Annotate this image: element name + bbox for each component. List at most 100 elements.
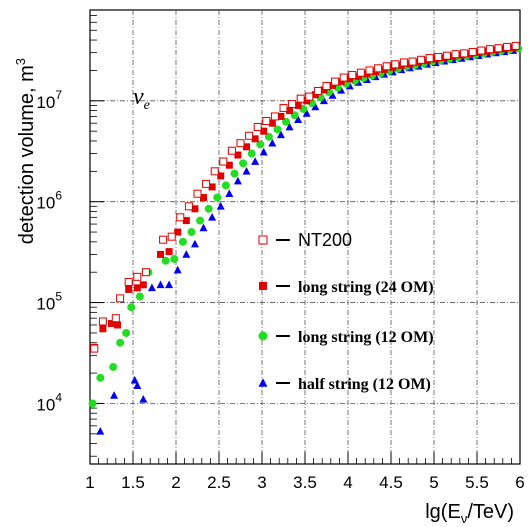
data-point xyxy=(165,248,173,256)
x-tick-labels: 1 1.5 2 2.5 3 3.5 4 4.5 5 5.5 6 xyxy=(85,473,524,492)
data-point xyxy=(251,157,260,165)
data-point xyxy=(311,102,320,111)
data-point xyxy=(204,204,213,213)
x-tick-label: 3 xyxy=(257,473,266,492)
data-point xyxy=(127,303,136,312)
series-open-square xyxy=(90,41,520,353)
data-point xyxy=(147,283,156,292)
data-point xyxy=(196,216,205,225)
data-point xyxy=(477,46,486,55)
data-point xyxy=(187,228,196,237)
legend-label: long string (12 OM) xyxy=(298,329,434,346)
y-tick-label: 106 xyxy=(36,189,62,213)
data-point xyxy=(88,399,97,408)
y-tick-label: 107 xyxy=(36,88,62,112)
data-point xyxy=(193,189,202,198)
y-tick-base: 10 xyxy=(36,395,55,414)
data-point xyxy=(233,176,242,185)
nu-symbol: ν xyxy=(133,84,144,110)
data-point xyxy=(96,373,105,382)
data-point xyxy=(268,119,276,127)
data-point xyxy=(200,194,208,202)
data-point xyxy=(202,179,211,188)
data-point xyxy=(221,181,230,190)
data-point xyxy=(313,87,322,96)
data-point xyxy=(182,217,190,225)
y-tick-exponent: 4 xyxy=(55,390,62,404)
data-point xyxy=(365,66,374,75)
data-point xyxy=(176,213,185,222)
data-point xyxy=(111,314,120,323)
data-point xyxy=(208,183,216,191)
legend-label: long string (24 OM) xyxy=(298,279,434,296)
x-tick-label: 5 xyxy=(429,473,438,492)
data-point xyxy=(337,78,345,86)
data-point xyxy=(135,292,144,301)
data-point xyxy=(96,426,105,435)
data-point xyxy=(133,272,142,281)
data-point xyxy=(417,55,426,64)
data-point xyxy=(260,127,268,135)
data-point xyxy=(216,201,225,210)
x-tick-label: 3.5 xyxy=(293,473,317,492)
data-point xyxy=(305,92,314,101)
y-tick-base: 10 xyxy=(36,295,55,314)
data-point xyxy=(124,277,133,286)
data-point xyxy=(125,285,133,293)
data-point xyxy=(276,130,285,139)
data-point xyxy=(294,115,303,123)
legend-marker xyxy=(258,331,268,341)
data-point xyxy=(227,146,236,155)
data-point xyxy=(391,60,400,69)
y-tick-label: 105 xyxy=(36,290,62,314)
data-point xyxy=(253,122,262,131)
data-point xyxy=(243,143,251,151)
data-point xyxy=(262,117,271,126)
data-point xyxy=(425,54,434,63)
data-point xyxy=(230,169,239,178)
y-axis-title: detection volume, m3 xyxy=(13,58,38,244)
data-point xyxy=(348,71,357,80)
data-point xyxy=(264,132,273,141)
data-point xyxy=(273,125,282,134)
data-point xyxy=(460,49,469,58)
axis-ticks xyxy=(89,15,521,464)
data-point xyxy=(139,394,148,403)
data-point xyxy=(339,73,348,82)
data-point xyxy=(356,68,365,77)
data-point xyxy=(156,280,165,289)
data-point xyxy=(382,62,391,71)
data-point xyxy=(511,41,520,50)
data-point xyxy=(236,139,245,148)
data-point xyxy=(256,140,265,149)
data-point xyxy=(247,149,256,158)
data-point xyxy=(190,239,199,248)
data-point xyxy=(259,147,268,156)
legend: NT200 long string (24 OM) long string (12 … xyxy=(258,230,434,393)
data-point xyxy=(157,250,165,258)
data-point xyxy=(182,250,191,258)
data-point xyxy=(139,281,147,289)
data-point xyxy=(494,44,503,53)
nu-subscript: e xyxy=(144,98,150,113)
data-point xyxy=(270,112,279,121)
data-point xyxy=(110,391,119,399)
data-point xyxy=(328,91,337,99)
y-tick-exponent: 6 xyxy=(55,189,62,203)
data-point xyxy=(213,193,222,202)
data-point xyxy=(173,265,182,274)
data-point xyxy=(331,77,340,86)
data-point xyxy=(161,256,170,265)
y-tick-exponent: 5 xyxy=(55,290,62,304)
data-point xyxy=(399,58,408,67)
y-tick-base: 10 xyxy=(36,194,55,213)
data-point xyxy=(170,255,179,264)
data-point xyxy=(288,99,297,108)
data-point xyxy=(503,42,512,51)
data-point xyxy=(133,381,142,390)
x-tick-label: 4.5 xyxy=(379,473,403,492)
y-axis-title-main: detection volume, m xyxy=(16,65,38,244)
data-point xyxy=(285,122,294,131)
x-tick-label: 6 xyxy=(515,473,524,492)
